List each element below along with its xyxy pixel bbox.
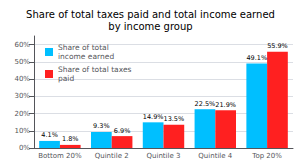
svg-text:50%: 50%: [14, 58, 30, 66]
svg-text:49.1%: 49.1%: [246, 54, 267, 62]
svg-text:22.5%: 22.5%: [195, 100, 216, 108]
svg-text:Top 20%: Top 20%: [251, 152, 282, 160]
svg-text:55.9%: 55.9%: [267, 42, 288, 50]
svg-text:income earned: income earned: [58, 52, 114, 61]
svg-text:30%: 30%: [14, 92, 30, 100]
svg-text:21.9%: 21.9%: [215, 101, 236, 109]
svg-text:6.9%: 6.9%: [114, 127, 131, 135]
svg-text:0%: 0%: [19, 144, 30, 152]
svg-text:40%: 40%: [14, 75, 30, 83]
svg-text:20%: 20%: [14, 110, 30, 118]
svg-text:Quintile 3: Quintile 3: [147, 152, 181, 160]
svg-text:Quintile 4: Quintile 4: [198, 152, 232, 160]
svg-text:Bottom 20%: Bottom 20%: [38, 152, 82, 160]
svg-text:Share of total taxes paid and: Share of total taxes paid and total inco…: [26, 9, 275, 20]
svg-text:13.5%: 13.5%: [164, 115, 185, 123]
svg-text:1.8%: 1.8%: [62, 135, 79, 143]
svg-text:10%: 10%: [14, 127, 30, 135]
svg-text:9.3%: 9.3%: [93, 122, 110, 130]
svg-text:paid: paid: [58, 74, 74, 83]
svg-text:60%: 60%: [14, 41, 30, 49]
svg-text:Share of total: Share of total: [58, 43, 109, 52]
svg-text:Share of total taxes: Share of total taxes: [58, 65, 132, 74]
svg-text:Quintile 2: Quintile 2: [95, 152, 129, 160]
svg-text:14.9%: 14.9%: [143, 113, 164, 121]
svg-text:4.1%: 4.1%: [41, 131, 58, 139]
svg-text:by income group: by income group: [108, 21, 192, 32]
